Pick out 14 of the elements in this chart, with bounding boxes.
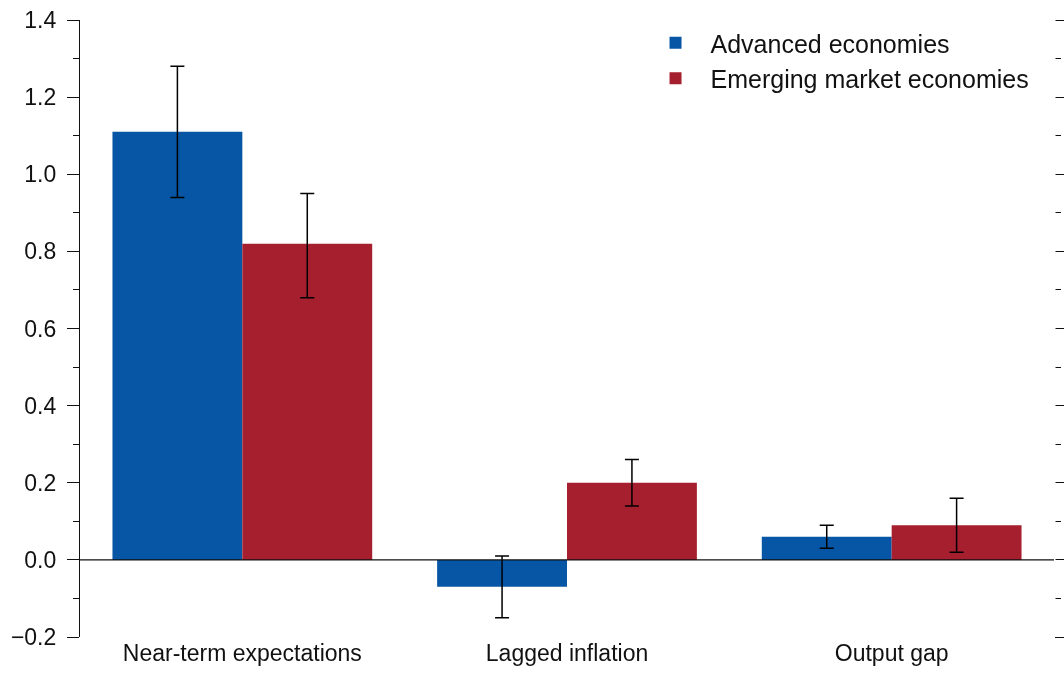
y-tick-label: 0.6 [24,315,57,342]
y-tick-label: 0.2 [24,469,57,496]
legend-label: Advanced economies [710,29,950,58]
legend-label: Emerging market economies [710,65,1029,93]
y-tick-label: 1.2 [24,84,57,111]
x-tick-label: Lagged inflation [485,640,649,666]
x-tick-label: Near-term expectations [122,640,362,666]
y-tick-label: 0.4 [24,392,57,419]
y-tick-label: 1.4 [24,7,57,34]
x-tick-label: Output gap [834,640,949,666]
y-tick-label: 0.8 [24,238,57,265]
y-tick-label: 1.0 [24,161,57,188]
y-tick-label: 0.0 [24,546,57,573]
y-tick-label: −0.2 [10,624,57,651]
